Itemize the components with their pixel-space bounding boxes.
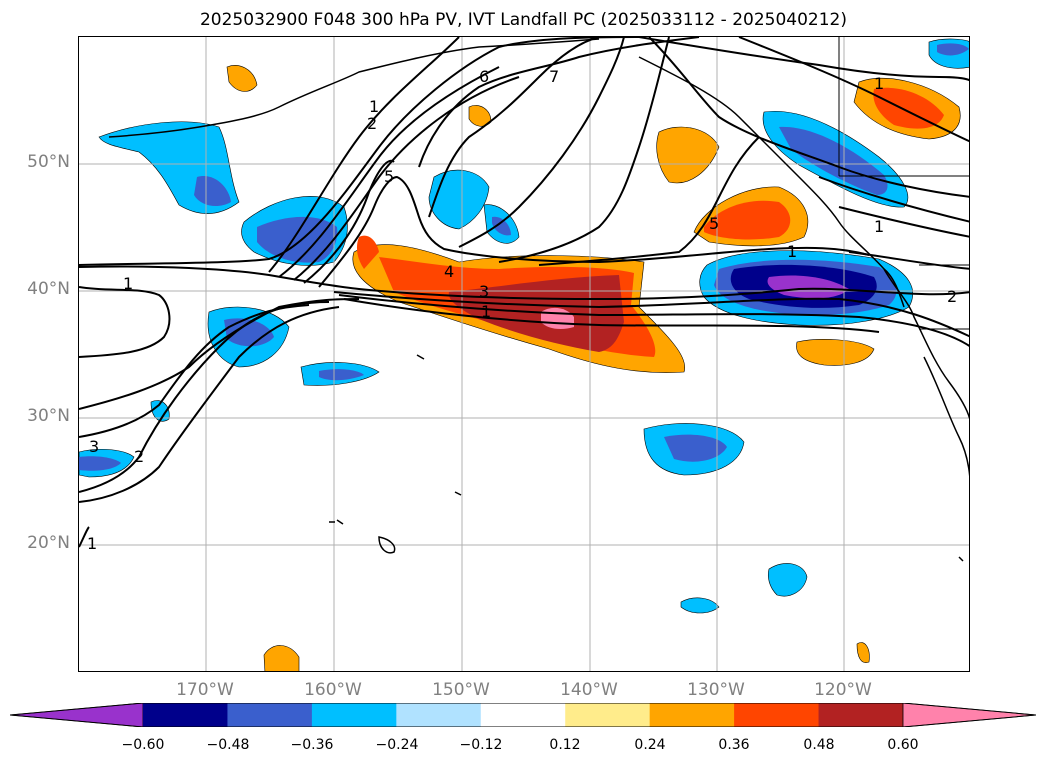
colorbar <box>10 703 1036 727</box>
lon-label: 170°W <box>176 680 234 700</box>
colorbar-extend-high <box>902 703 1036 727</box>
contour-label: 1 <box>874 217 884 236</box>
colorbar-segment <box>227 703 313 727</box>
lon-label: 120°W <box>814 680 872 700</box>
pv-contours <box>79 37 969 548</box>
contour-label: 5 <box>384 167 394 186</box>
colorbar-segment <box>396 703 482 727</box>
lat-label: 30°N <box>27 406 70 426</box>
contour-label: 1 <box>481 302 491 321</box>
contour-label: 1 <box>87 534 97 553</box>
colorbar-segment <box>143 703 228 727</box>
colorbar-segment <box>311 703 397 727</box>
graticule <box>79 37 969 671</box>
shading-layer <box>79 38 969 671</box>
lat-label: 50°N <box>27 152 70 172</box>
colorbar-tick: −0.60 <box>121 737 165 753</box>
colorbar-segment <box>649 703 735 727</box>
lon-label: 140°W <box>560 680 618 700</box>
colorbar-tick: 0.36 <box>718 737 750 753</box>
colorbar-segment <box>818 703 904 727</box>
lon-label: 130°W <box>687 680 745 700</box>
contour-labels: 1 1 2 3 4 5 5 6 7 1 1 2 3 1 1 2 1 <box>87 67 957 553</box>
contour-label: 1 <box>787 242 797 261</box>
colorbar-segment <box>480 703 566 727</box>
colorbar-tick: −0.48 <box>206 737 250 753</box>
lat-label: 20°N <box>27 533 70 553</box>
colorbar-segments <box>10 703 1036 727</box>
contour-label: 7 <box>549 67 559 86</box>
contour-label: 1 <box>874 74 884 93</box>
map-title: 2025032900 F048 300 hPa PV, IVT Landfall… <box>199 10 847 30</box>
colorbar-tick: 0.60 <box>887 737 919 753</box>
contour-label: 4 <box>444 262 454 281</box>
colorbar-tick: −0.12 <box>459 737 503 753</box>
map-canvas: 1 1 2 3 4 5 5 6 7 1 1 2 3 1 1 2 1 <box>79 37 969 671</box>
lat-label: 40°N <box>27 279 70 299</box>
contour-label: 1 <box>123 274 133 293</box>
colorbar-segment <box>565 703 651 727</box>
colorbar-tick: 0.24 <box>634 737 666 753</box>
colorbar-extend-low <box>10 703 144 727</box>
contour-label: 5 <box>709 214 719 233</box>
lon-label: 150°W <box>432 680 490 700</box>
contour-label: 3 <box>479 282 489 301</box>
map-panel: 1 1 2 3 4 5 5 6 7 1 1 2 3 1 1 2 1 <box>78 36 970 672</box>
contour-label: 6 <box>479 67 489 86</box>
colorbar-tick: −0.24 <box>375 737 419 753</box>
lon-label: 160°W <box>304 680 362 700</box>
contour-label: 1 <box>369 97 379 116</box>
coastlines <box>108 38 969 562</box>
political-boundaries <box>838 37 969 330</box>
contour-label: 2 <box>947 287 957 306</box>
colorbar-tick: 0.12 <box>549 737 581 753</box>
colorbar-tick: 0.48 <box>803 737 835 753</box>
contour-label: 3 <box>89 437 99 456</box>
contour-label: 2 <box>367 114 377 133</box>
colorbar-segment <box>734 703 820 727</box>
colorbar-tick: −0.36 <box>290 737 334 753</box>
contour-label: 2 <box>134 447 144 466</box>
